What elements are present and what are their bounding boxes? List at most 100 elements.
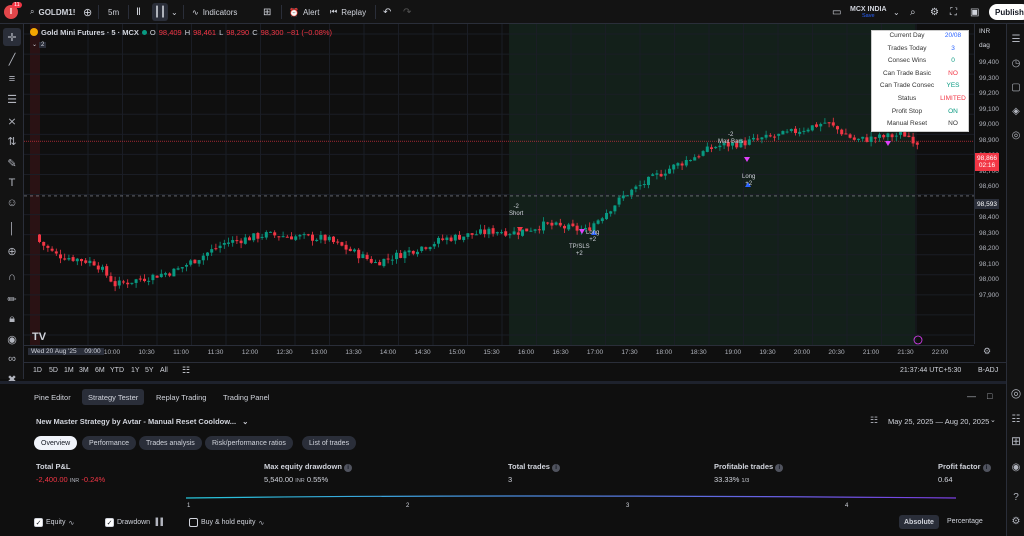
info-icon[interactable]: i	[775, 464, 784, 472]
strategy-name[interactable]: New Master Strategy by Avtar - Manual Re…	[36, 417, 248, 426]
emoji-tool[interactable]: ☺	[3, 194, 21, 212]
redo-button[interactable]: ↷	[403, 0, 411, 24]
fib-tool[interactable]: ≡	[3, 70, 21, 88]
tab-strategy-tester[interactable]: Strategy Tester	[82, 389, 145, 405]
info-icon[interactable]: i	[982, 464, 991, 472]
chat-button[interactable]: ▢	[1009, 80, 1023, 94]
watchlist-button[interactable]: ☰	[1009, 32, 1023, 46]
interval-button[interactable]: 5m	[108, 7, 120, 17]
text-tool[interactable]: T	[3, 174, 21, 192]
range-button-1d[interactable]: 1D	[33, 367, 42, 374]
hotlist-button[interactable]: ◎	[1009, 386, 1023, 400]
price-tick: 99,100	[979, 105, 999, 113]
chart-type-dropdown[interactable]: ⌄	[171, 0, 178, 24]
layout-dropdown[interactable]: ⌄	[893, 0, 900, 24]
subtab-list-of-trades[interactable]: List of trades	[302, 436, 357, 450]
compare-symbol-button[interactable]: ⊕	[83, 0, 92, 24]
fullscreen-button[interactable]: ⛶	[950, 0, 957, 24]
date-range[interactable]: May 25, 2025 — Aug 20, 2025	[888, 417, 990, 426]
alert-button[interactable]: ⏰ Alert	[289, 0, 319, 24]
candle-body	[878, 134, 881, 138]
subtab-performance[interactable]: Performance	[82, 436, 137, 450]
drawing-mode-tool[interactable]: ✏	[3, 290, 21, 308]
percentage-toggle[interactable]: Percentage	[947, 518, 983, 525]
checkbox[interactable]: ✓	[34, 518, 43, 527]
maximize-panel-button[interactable]: □	[987, 391, 992, 401]
forecast-tool[interactable]: ⇅	[3, 132, 21, 150]
trash-tool[interactable]: ✖	[3, 370, 21, 388]
settings-button[interactable]: ⚙	[930, 0, 939, 24]
checkbox[interactable]: ✓	[105, 518, 114, 527]
undo-button[interactable]: ↶	[383, 0, 391, 24]
symbol-search[interactable]: ⌕ GOLDM1!	[30, 0, 75, 24]
tab-replay-trading[interactable]: Replay Trading	[156, 392, 207, 402]
indicator-toggle[interactable]: ⌄ 2	[32, 41, 47, 48]
snapshot-button[interactable]: ▣	[970, 0, 979, 24]
brush-tool[interactable]: ✎	[3, 154, 21, 172]
chevron-down-icon: ⌄	[893, 7, 900, 17]
range-button-5d[interactable]: 5D	[49, 367, 58, 374]
pattern-tool[interactable]: ☰	[3, 90, 21, 108]
crosshair-tool[interactable]: ✛	[3, 28, 21, 46]
absolute-toggle[interactable]: Absolute	[899, 515, 939, 529]
tab-pine-editor[interactable]: Pine Editor	[34, 392, 71, 402]
price-axis[interactable]: INR dag 99,400 99,300 99,200 99,100 99,000 98…	[974, 24, 1006, 344]
subtab-risk-ratios[interactable]: Risk/performance ratios	[205, 436, 293, 450]
broadcast-button[interactable]: ◉	[1009, 460, 1023, 474]
axis-settings-button[interactable]: ⚙	[983, 346, 991, 357]
clock-label[interactable]: 21:37:44 UTC+5:30	[900, 367, 962, 374]
candles-chart-button[interactable]: ┃┃	[152, 3, 168, 21]
zoom-tool[interactable]: ⊕	[3, 242, 21, 260]
subtab-overview[interactable]: Overview	[34, 436, 78, 450]
user-avatar[interactable]: I	[4, 0, 18, 24]
publish-button[interactable]: Publish	[989, 4, 1024, 20]
goto-date-button[interactable]: ☷	[182, 365, 190, 376]
ruler-tool[interactable]: │	[3, 220, 21, 238]
toggle-buy-hold-equity[interactable]: Buy & hold equity ∿	[189, 518, 264, 527]
layout-name[interactable]: MCX INDIA Save	[850, 0, 887, 24]
collapse-panel-button[interactable]: —	[967, 391, 976, 401]
date-range-dropdown[interactable]: ⌄	[990, 416, 996, 424]
range-button-3m[interactable]: 3M	[79, 367, 89, 374]
link-tool[interactable]: ∞	[3, 350, 21, 368]
checkbox[interactable]	[189, 518, 198, 527]
templates-button[interactable]: ⊞	[263, 0, 271, 24]
replay-button[interactable]: ⏮ Replay	[330, 0, 366, 24]
ideas-button[interactable]: ◎	[1009, 128, 1023, 142]
range-button-1y[interactable]: 1Y	[131, 367, 140, 374]
range-button-5y[interactable]: 5Y	[145, 367, 154, 374]
layout-button[interactable]: ▭	[832, 0, 841, 24]
lock-tool[interactable]: 🔒︎	[3, 310, 21, 328]
toggle-equity[interactable]: ✓ Equity ∿	[34, 518, 74, 527]
layers-button[interactable]: ◈	[1009, 104, 1023, 118]
last-price: 98,866	[977, 155, 997, 162]
indicators-button[interactable]: ∿ Indicators	[192, 0, 237, 24]
quick-search-button[interactable]: ⌕	[910, 0, 916, 24]
range-button-1m[interactable]: 1M	[64, 367, 74, 374]
range-button-ytd[interactable]: YTD	[110, 367, 124, 374]
price-chart[interactable]: TV	[24, 24, 974, 345]
trendline-tool[interactable]: ╱	[3, 50, 21, 68]
bar-type-button[interactable]: Ⅱ	[136, 0, 141, 24]
magnet-tool[interactable]: ∩	[3, 268, 21, 286]
info-icon[interactable]: i	[344, 464, 353, 472]
tab-trading-panel[interactable]: Trading Panel	[223, 392, 270, 402]
help-button[interactable]: ?	[1009, 490, 1023, 504]
settings-side-button[interactable]: ⚙	[1009, 514, 1023, 528]
adjust-label[interactable]: B-ADJ	[978, 367, 999, 374]
legend-title[interactable]: Gold Mini Futures · 5 · MCX	[41, 27, 139, 37]
unit-label[interactable]: dag	[979, 42, 990, 49]
alerts-panel-button[interactable]: ◷	[1009, 56, 1023, 70]
currency-label[interactable]: INR	[979, 28, 991, 35]
calendar-button[interactable]: ☷	[1009, 412, 1023, 426]
range-button-all[interactable]: All	[160, 367, 168, 374]
subtab-trades-analysis[interactable]: Trades analysis	[139, 436, 202, 450]
xabcd-tool[interactable]: ⨯	[3, 112, 21, 130]
range-button-6m[interactable]: 6M	[95, 367, 105, 374]
apps-button[interactable]: ⊞	[1009, 434, 1023, 448]
toggle-drawdown[interactable]: ✓ Drawdown ▐▐	[105, 518, 163, 527]
info-icon[interactable]: i	[552, 464, 561, 472]
time-axis[interactable]: Wed 20 Aug '25 09:00 10:00 10:30 11:00 11:3…	[24, 345, 974, 359]
hide-tool[interactable]: ◉	[3, 330, 21, 348]
avatar[interactable]: I	[4, 5, 18, 19]
